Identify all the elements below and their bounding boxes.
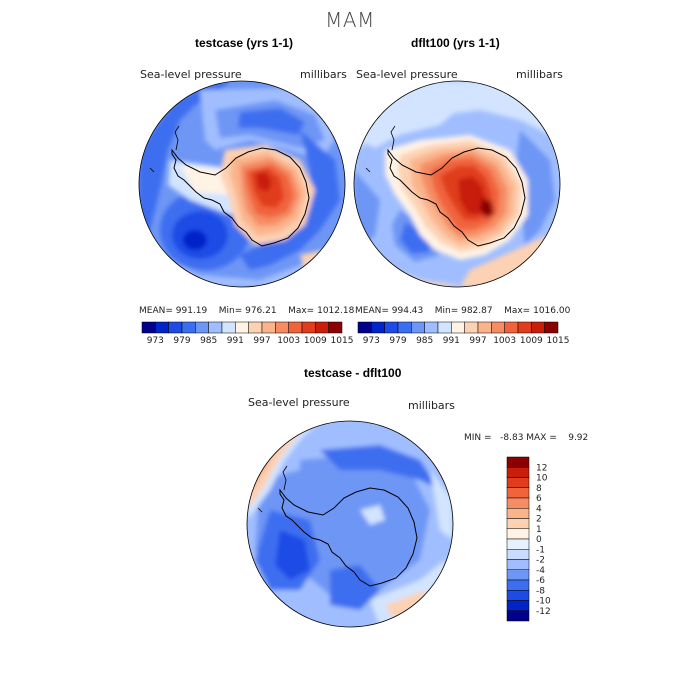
- colorbar-swatch: [315, 321, 329, 334]
- colorbar-label: 985: [416, 336, 433, 346]
- colorbar-label: -12: [536, 607, 551, 617]
- colorbar-swatch: [357, 321, 372, 334]
- polar-map-difference: [246, 420, 454, 628]
- colorbar-swatch: [506, 508, 530, 519]
- colorbar-swatch: [437, 321, 452, 334]
- colorbar-label: 1003: [493, 336, 516, 346]
- colorbar-label: 10: [536, 474, 548, 484]
- colorbar-swatch: [261, 321, 276, 334]
- variable-label-difference: Sea-level pressure: [248, 396, 350, 409]
- colorbar-label: 1009: [520, 336, 543, 346]
- variable-label-testcase: Sea-level pressure: [140, 68, 242, 81]
- colorbar-swatch: [371, 321, 385, 334]
- colorbar-swatch: [506, 456, 530, 468]
- colorbar-swatch: [195, 321, 209, 334]
- colorbar-label: 991: [227, 336, 244, 346]
- colorbar-swatch: [506, 528, 530, 540]
- figure-title: MAM: [325, 8, 375, 32]
- polar-map-dflt100: [353, 80, 561, 288]
- colorbar-swatch: [504, 321, 519, 334]
- colorbar-swatch: [506, 487, 530, 499]
- colorbar-label: -8: [536, 586, 545, 596]
- colorbar-swatch: [424, 321, 439, 334]
- colorbar-swatch: [301, 321, 316, 334]
- colorbar-swatch: [288, 321, 303, 334]
- colorbar-swatch: [531, 321, 545, 334]
- colorbar-swatch: [168, 321, 183, 334]
- colorbar-swatch: [506, 497, 530, 509]
- colorbar-label: 979: [389, 336, 406, 346]
- colorbar-swatch: [491, 321, 505, 334]
- colorbar-label: -4: [536, 566, 545, 576]
- colorbar-label: -6: [536, 576, 545, 586]
- colorbar-label: 2: [536, 515, 542, 525]
- colorbar-label: 12: [536, 463, 547, 473]
- colorbar-swatch: [248, 321, 263, 334]
- colorbar-label: 991: [443, 336, 460, 346]
- colorbar-label: 0: [536, 535, 542, 545]
- colorbar-swatch: [506, 538, 530, 550]
- colorbar-swatch: [506, 590, 530, 601]
- colorbar-label: 1015: [331, 336, 354, 346]
- colorbar-label: 973: [147, 336, 164, 346]
- colorbar-swatch: [141, 321, 156, 334]
- colorbar-label: 4: [536, 504, 542, 514]
- colorbar-swatch: [506, 467, 530, 478]
- polar-map-testcase: [138, 80, 346, 288]
- colorbar-swatch: [506, 477, 530, 488]
- variable-label-dflt100: Sea-level pressure: [356, 68, 458, 81]
- colorbar-swatch: [506, 610, 530, 622]
- panel-title-difference: testcase - dflt100: [304, 366, 402, 380]
- stats-difference: MIN = -8.83 MAX = 9.92: [464, 433, 589, 443]
- colorbar-label: 997: [469, 336, 486, 346]
- panel-title-testcase: testcase (yrs 1-1): [195, 36, 294, 50]
- colorbar-swatch: [451, 321, 465, 334]
- colorbar-swatch: [506, 600, 530, 611]
- colorbar-label: 1015: [547, 336, 570, 346]
- colorbar-label: 973: [363, 336, 380, 346]
- colorbar-label: 1009: [304, 336, 327, 346]
- colorbar-swatch: [328, 321, 343, 334]
- colorbar-label: -1: [536, 545, 545, 555]
- colorbar-swatch: [544, 321, 559, 334]
- colorbar-dflt100: 973 979 985 991 997 1003 1009 1015: [357, 321, 570, 346]
- colorbar-label: 1: [536, 525, 542, 535]
- colorbar-swatch: [506, 549, 530, 560]
- colorbar-swatch: [464, 321, 479, 334]
- colorbar-swatch: [477, 321, 492, 334]
- colorbar-label: 997: [253, 336, 270, 346]
- colorbar-swatch: [275, 321, 289, 334]
- colorbar-label: 985: [200, 336, 217, 346]
- units-label-testcase: millibars: [300, 68, 347, 81]
- colorbar-swatch: [235, 321, 249, 334]
- colorbar-swatch: [506, 518, 530, 529]
- units-label-dflt100: millibars: [516, 68, 563, 81]
- colorbar-label: 1003: [277, 336, 300, 346]
- colorbar-swatch: [155, 321, 169, 334]
- colorbar-label: 979: [173, 336, 190, 346]
- colorbar-label: -2: [536, 556, 545, 566]
- colorbar-testcase: 973 979 985 991 997 1003 1009 1015: [141, 321, 354, 346]
- colorbar-swatch: [397, 321, 412, 334]
- colorbar-swatch: [208, 321, 223, 334]
- colorbar-swatch: [517, 321, 532, 334]
- colorbar-swatch: [506, 579, 530, 591]
- colorbar-swatch: [506, 559, 530, 570]
- units-label-difference: millibars: [408, 399, 455, 412]
- stats-dflt100: MEAN= 994.43 Min= 982.87 Max= 1016.00: [355, 306, 571, 316]
- stats-testcase: MEAN= 991.19 Min= 976.21 Max= 1012.18: [139, 306, 355, 316]
- colorbar-swatch: [506, 569, 530, 581]
- colorbar-swatch: [384, 321, 399, 334]
- panel-title-dflt100: dflt100 (yrs 1-1): [411, 36, 500, 50]
- colorbar-swatch: [411, 321, 425, 334]
- colorbar-label: 8: [536, 484, 542, 494]
- colorbar-swatch: [181, 321, 196, 334]
- colorbar-label: 6: [536, 494, 542, 504]
- colorbar-swatch: [221, 321, 236, 334]
- colorbar-label: -10: [536, 597, 551, 607]
